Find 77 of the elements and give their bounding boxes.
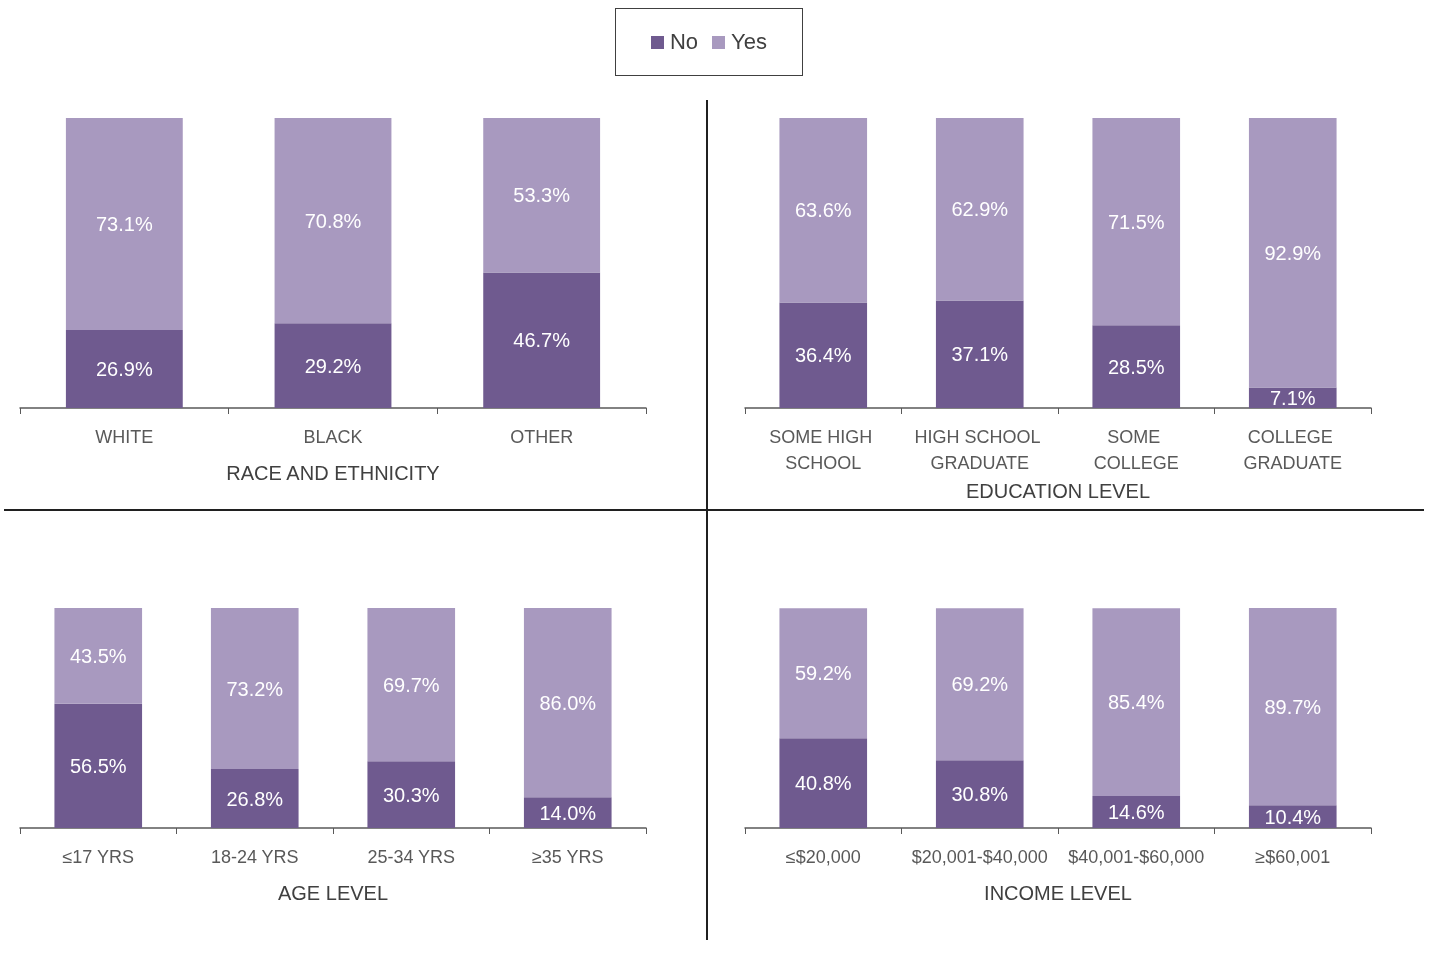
bar (779, 608, 868, 739)
bar (779, 302, 868, 408)
data-label: 37.1% (951, 343, 1009, 366)
data-label: 14.6% (1107, 800, 1165, 823)
data-label: 30.3% (382, 783, 440, 806)
bar (274, 118, 392, 324)
bar (1248, 118, 1337, 388)
data-label: 7.1% (1269, 386, 1316, 409)
bar (367, 761, 456, 828)
data-label: 56.5% (69, 754, 127, 777)
bar (54, 703, 143, 828)
bar (779, 118, 868, 303)
x-tick-label: ≤$20,000 (785, 847, 861, 867)
data-label: 92.9% (1264, 241, 1322, 264)
bar (65, 118, 183, 330)
data-label: 14.0% (539, 801, 597, 824)
data-label: 29.2% (304, 354, 362, 377)
bar (65, 329, 183, 408)
x-tick-label: COLLEGE GRADUATE (1243, 427, 1343, 473)
bar (210, 769, 299, 828)
data-label: 36.4% (794, 344, 852, 367)
data-label: 62.9% (951, 198, 1009, 221)
x-tick-label: $20,001-$40,000 (911, 847, 1048, 867)
x-tick-label: ≤17 YRS (62, 847, 135, 867)
x-tick-label: $40,001-$60,000 (1068, 847, 1205, 867)
x-axis-title: INCOME LEVEL (984, 882, 1132, 904)
data-label: 73.2% (226, 677, 284, 700)
data-label: 73.1% (95, 212, 153, 235)
data-label: 89.7% (1264, 695, 1322, 718)
legend-label: No (669, 29, 699, 55)
x-tick-label: WHITE (95, 427, 154, 447)
data-label: 28.5% (1107, 355, 1165, 378)
x-axis-title: RACE AND ETHNICITY (226, 462, 440, 484)
x-tick-label: HIGH SCHOOL GRADUATE (914, 427, 1045, 473)
bar (367, 608, 456, 762)
legend-label: Yes (731, 29, 767, 55)
bar (483, 118, 601, 273)
bar (1248, 608, 1337, 806)
data-label: 26.9% (95, 357, 153, 380)
bar (779, 738, 868, 828)
x-tick-label: OTHER (510, 427, 574, 447)
data-label: 46.7% (513, 329, 571, 352)
x-tick-label: 18-24 YRS (210, 847, 299, 867)
x-tick-label: BLACK (303, 427, 363, 447)
data-label: 26.8% (226, 787, 284, 810)
data-label: 70.8% (304, 209, 362, 232)
data-label: 59.2% (794, 662, 852, 685)
data-label: 86.0% (539, 691, 597, 714)
x-axis-title: AGE LEVEL (277, 882, 389, 904)
bar (935, 608, 1024, 761)
bar (523, 608, 612, 798)
bar (483, 272, 601, 408)
x-tick-label: SOME COLLEGE (1093, 427, 1179, 473)
bar (935, 760, 1024, 828)
data-label: 30.8% (951, 783, 1009, 806)
data-label: 69.7% (382, 673, 440, 696)
bar (1092, 325, 1181, 408)
x-tick-label: ≥35 YRS (531, 847, 604, 867)
data-label: 63.6% (794, 199, 852, 222)
x-axis-title: EDUCATION LEVEL (965, 479, 1151, 502)
data-label: 10.4% (1264, 805, 1322, 828)
data-label: 69.2% (951, 673, 1009, 696)
data-label: 71.5% (1107, 210, 1165, 233)
bar (1092, 118, 1181, 326)
bar (935, 300, 1024, 408)
x-tick-label: SOME HIGH SCHOOL (769, 427, 878, 473)
x-tick-label: 25-34 YRS (367, 847, 456, 867)
bar (935, 118, 1024, 301)
data-label: 40.8% (794, 772, 852, 795)
x-tick-label: ≥$60,001 (1255, 847, 1331, 867)
bar (210, 608, 299, 770)
bar (54, 608, 143, 704)
data-label: 85.4% (1107, 691, 1165, 714)
data-label: 53.3% (513, 184, 571, 207)
bar (274, 323, 392, 408)
bar (1092, 608, 1181, 796)
data-label: 43.5% (69, 644, 127, 667)
